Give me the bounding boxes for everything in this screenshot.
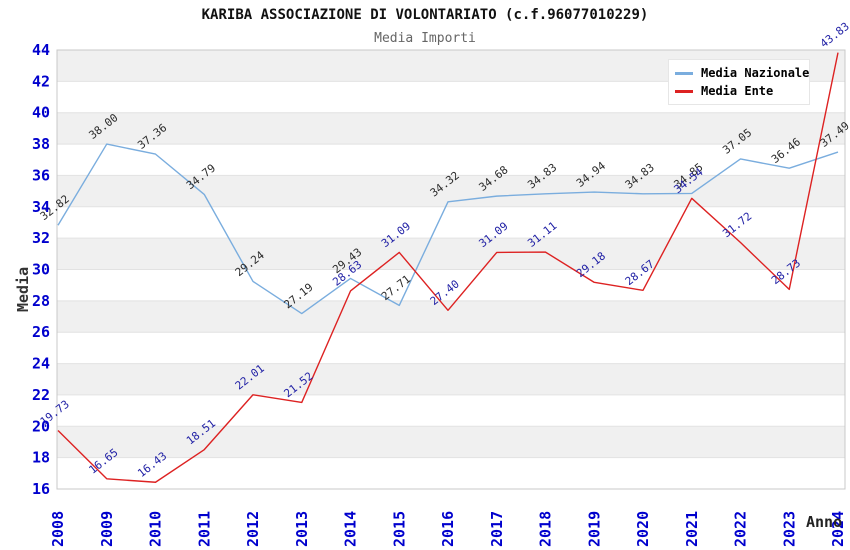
x-tick-label: 2015: [390, 511, 408, 547]
plot-band: [57, 238, 845, 270]
x-tick-label: 2012: [244, 511, 262, 547]
x-tick-label: 2014: [342, 511, 360, 547]
y-tick-label: 36: [32, 166, 50, 184]
y-tick-label: 26: [32, 323, 50, 341]
x-tick-label: 2011: [195, 511, 213, 547]
y-axis-title: Media: [14, 266, 32, 312]
plot-band: [57, 300, 845, 333]
x-tick-label: 2024: [829, 511, 847, 547]
legend-marker-ente-icon: [675, 89, 693, 93]
y-tick-label: 18: [32, 449, 50, 467]
plot-band: [57, 112, 845, 145]
y-tick-label: 20: [32, 417, 50, 435]
plot-band: [57, 394, 845, 427]
chart-title: KARIBA ASSOCIAZIONE DI VOLONTARIATO (c.f…: [201, 7, 649, 23]
series-line-media-ente: [57, 52, 839, 483]
plot-border: [56, 49, 846, 490]
x-axis-title: Anno: [806, 513, 843, 531]
y-tick-label: 40: [32, 104, 50, 122]
plot-band: [57, 269, 845, 301]
y-tick-label: 38: [32, 135, 50, 153]
x-tick-label: 2020: [634, 511, 652, 547]
x-tick-label: 2019: [585, 511, 603, 547]
y-tick-label: 30: [32, 261, 50, 279]
series-line-media-nazionale: [57, 143, 839, 315]
y-tick-label: 22: [32, 386, 50, 404]
chart-subtitle: Media Importi: [374, 31, 476, 46]
plot-band: [57, 363, 845, 395]
x-tick-label: 2022: [732, 511, 750, 547]
legend-label: Media Ente: [701, 84, 774, 98]
y-tick-label: 44: [32, 41, 50, 59]
y-tick-label: 28: [32, 292, 50, 310]
plot-band: [57, 426, 845, 458]
legend-item-media-nazionale: Media Nazionale: [675, 66, 809, 80]
plot-band: [57, 206, 845, 239]
plot-band: [57, 332, 845, 364]
y-tick-label: 32: [32, 229, 50, 247]
x-tick-label: 2023: [780, 511, 798, 547]
x-tick-label: 2013: [293, 511, 311, 547]
x-tick-label: 2021: [683, 511, 701, 547]
y-tick-label: 16: [32, 480, 50, 498]
legend-marker-nazionale-icon: [675, 71, 693, 75]
x-tick-label: 2009: [98, 511, 116, 547]
legend-box: Media Nazionale Media Ente: [668, 59, 810, 105]
legend-label: Media Nazionale: [701, 66, 810, 80]
x-tick-label: 2017: [488, 511, 506, 547]
plot-band: [57, 144, 845, 176]
y-tick-label: 34: [32, 198, 50, 216]
legend-item-media-ente: Media Ente: [675, 84, 803, 98]
x-tick-label: 2008: [49, 511, 67, 547]
x-tick-label: 2018: [537, 511, 555, 547]
plot-band: [57, 457, 845, 489]
y-tick-label: 24: [32, 355, 50, 373]
y-tick-label: 42: [32, 72, 50, 90]
x-tick-label: 2010: [147, 511, 165, 547]
x-tick-label: 2016: [439, 511, 457, 547]
